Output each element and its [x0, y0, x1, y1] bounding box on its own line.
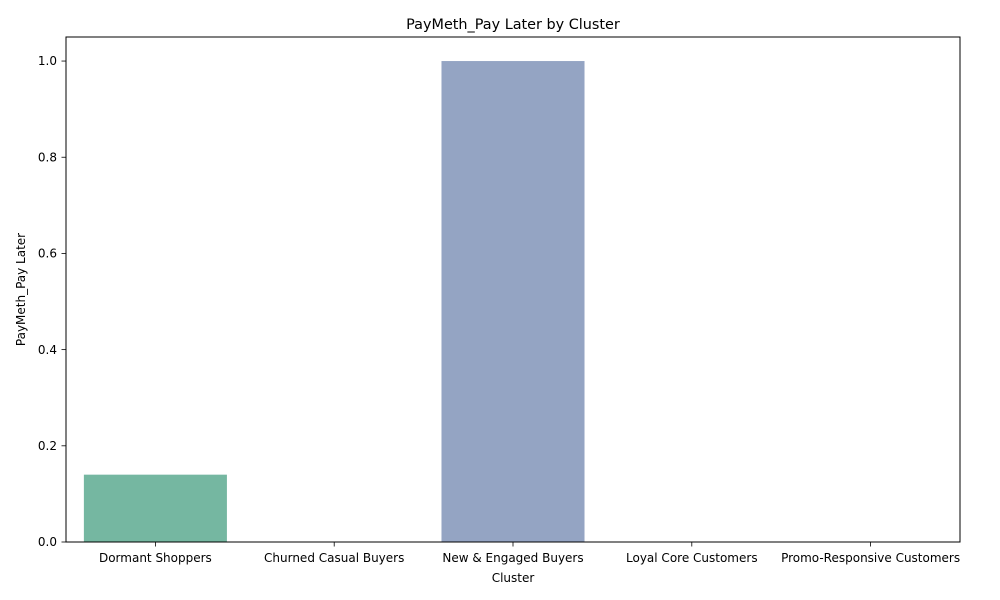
x-tick-label-3: Loyal Core Customers: [626, 551, 758, 565]
chart-title: PayMeth_Pay Later by Cluster: [406, 17, 620, 33]
x-tick-label-1: Churned Casual Buyers: [264, 551, 404, 565]
x-tick-label-2: New & Engaged Buyers: [442, 551, 583, 565]
y-tick-label-1: 0.2: [38, 439, 57, 453]
bar-2: [441, 61, 585, 543]
plot-frame: [65, 36, 961, 543]
x-tick-label-4: Promo-Responsive Customers: [781, 551, 960, 565]
y-tick-label-5: 1.0: [38, 54, 57, 68]
y-axis-label: PayMeth_Pay Later: [14, 233, 28, 346]
y-tick-label-2: 0.4: [38, 343, 57, 357]
bar-0: [83, 474, 227, 542]
x-axis-label: Cluster: [492, 571, 535, 585]
bars-group: [83, 61, 585, 543]
x-tick-label-0: Dormant Shoppers: [99, 551, 212, 565]
x-axis: Dormant Shoppers Churned Casual Buyers New…: [99, 542, 960, 565]
y-axis: 0.0 0.2 0.4 0.6 0.8 1.0: [38, 54, 66, 549]
y-tick-label-4: 0.8: [38, 150, 57, 164]
y-tick-label-0: 0.0: [38, 535, 57, 549]
y-tick-label-3: 0.6: [38, 247, 57, 261]
